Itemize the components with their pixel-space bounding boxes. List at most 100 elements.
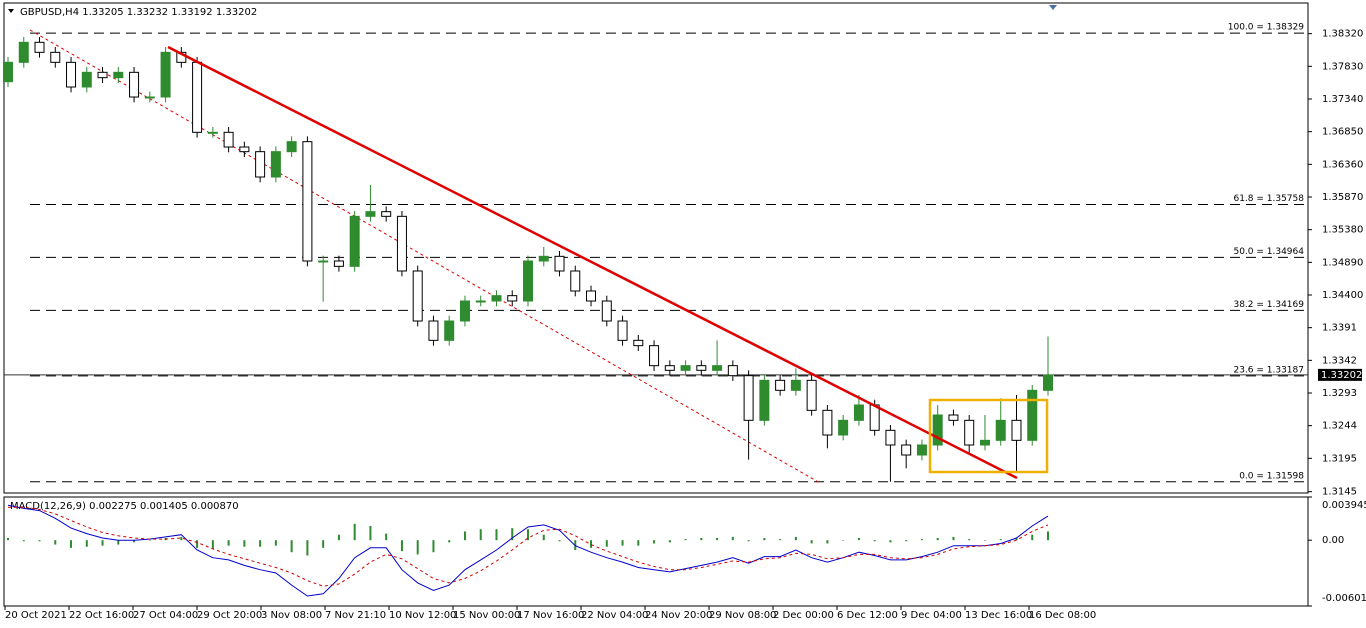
histogram-bar — [731, 536, 734, 541]
signal-line — [8, 506, 1049, 587]
x-tick-label: 13 Dec 16:00 — [965, 610, 1032, 621]
histogram-bar — [227, 540, 230, 546]
candle-body — [601, 300, 612, 322]
candle-body — [838, 419, 849, 436]
candle-body — [286, 141, 297, 153]
candle-body — [412, 270, 423, 322]
current-price-box — [1318, 368, 1362, 381]
shift-marker[interactable] — [1049, 5, 1057, 10]
candle-body — [318, 260, 329, 263]
candle-body — [649, 345, 660, 367]
histogram-bar — [653, 540, 656, 544]
histogram-bar — [684, 539, 687, 541]
histogram-bar — [794, 536, 797, 541]
candle-body — [365, 211, 376, 217]
candle-body — [81, 71, 92, 88]
histogram-bar — [463, 531, 466, 541]
candle-body — [444, 320, 455, 341]
y-tick-label: 1.36360 — [1322, 159, 1363, 170]
y-tick-label: 1.35380 — [1322, 225, 1363, 236]
x-tick-label: 15 Nov 00:00 — [453, 610, 520, 621]
candle-body — [113, 71, 124, 79]
candle-body — [995, 419, 1006, 441]
histogram-bar — [479, 529, 482, 541]
fib-level-label: 38.2 = 1.34169 — [1233, 300, 1304, 310]
fib-level-label: 23.6 = 1.33187 — [1233, 365, 1304, 375]
y-tick-label: 0.00 — [1322, 535, 1344, 546]
y-tick-label: 1.35870 — [1322, 192, 1363, 203]
histogram-bar — [668, 540, 671, 543]
candle-body — [538, 255, 549, 262]
histogram-bar — [747, 540, 750, 542]
histogram-bar — [274, 540, 277, 546]
x-tick-label: 29 Oct 20:00 — [197, 610, 262, 621]
histogram-bar — [101, 540, 104, 546]
current-price-label: 1.33202 — [1321, 370, 1362, 381]
menu-triangle[interactable] — [8, 9, 14, 13]
histogram-bar — [290, 540, 293, 553]
candle-body — [932, 414, 943, 446]
histogram-bar — [322, 540, 325, 548]
x-tick-label: 3 Nov 08:00 — [261, 610, 322, 621]
fib-level-label: 0.0 = 1.31598 — [1239, 471, 1304, 481]
histogram-bar — [590, 540, 593, 548]
histogram-bar — [826, 540, 829, 544]
histogram-bar — [448, 540, 451, 543]
histogram-bar — [637, 540, 640, 546]
candle-body — [475, 300, 486, 303]
candle-body — [223, 131, 234, 148]
y-tick-label: 1.36850 — [1322, 127, 1363, 138]
x-tick-label: 7 Nov 21:10 — [325, 610, 386, 621]
histogram-bar — [936, 537, 939, 541]
channel-line[interactable] — [29, 29, 821, 484]
histogram-bar — [920, 539, 923, 541]
candle-body — [349, 215, 360, 267]
histogram-bar — [133, 540, 136, 543]
candle-body — [491, 295, 502, 302]
histogram-bar — [842, 540, 845, 541]
price-panel-frame — [3, 2, 1309, 494]
candle-body — [192, 61, 203, 133]
histogram-bar — [1031, 534, 1034, 541]
candle-body — [255, 151, 266, 178]
candle-body — [617, 320, 628, 341]
fib-level-label: 50.0 = 1.34964 — [1233, 247, 1304, 257]
candle-body — [396, 215, 407, 272]
candle-body — [869, 404, 880, 431]
candle-body — [3, 61, 13, 83]
candle-body — [633, 339, 644, 347]
y-tick-label: 1.3391 — [1322, 323, 1357, 334]
x-tick-label: 24 Nov 20:00 — [645, 610, 712, 621]
histogram-bar — [810, 540, 813, 544]
histogram-bar — [337, 534, 340, 541]
macd-title: MACD(12,26,9) 0.002275 0.001405 0.000870 — [10, 501, 239, 512]
histogram-bar — [369, 525, 372, 541]
candle-body — [1011, 419, 1022, 441]
candle-body — [822, 409, 833, 436]
y-tick-label: -0.006013 — [1322, 593, 1366, 604]
histogram-bar — [716, 537, 719, 541]
histogram-bar — [527, 529, 529, 541]
highlight-box[interactable] — [928, 398, 1049, 474]
trend-line[interactable] — [167, 45, 1018, 480]
x-tick-label: 17 Nov 16:00 — [517, 610, 584, 621]
candle-body — [901, 444, 912, 456]
y-tick-label: 1.3293 — [1322, 388, 1357, 399]
histogram-bar — [38, 540, 41, 542]
histogram-bar — [306, 540, 309, 556]
candle-body — [806, 379, 817, 411]
histogram-bar — [400, 540, 403, 552]
y-tick-label: 1.37340 — [1322, 94, 1363, 105]
macd-panel-frame — [3, 496, 1309, 607]
x-tick-label: 10 Nov 12:00 — [389, 610, 456, 621]
chart-title: GBPUSD,H4 1.33205 1.33232 1.33192 1.3320… — [20, 7, 257, 18]
histogram-bar — [983, 540, 986, 541]
x-tick-label: 9 Dec 04:00 — [901, 610, 962, 621]
x-tick-label: 22 Nov 04:00 — [581, 610, 648, 621]
x-tick-label: 27 Oct 04:00 — [133, 610, 198, 621]
candle-body — [50, 51, 61, 63]
candle-body — [66, 61, 77, 88]
candle-body — [239, 146, 250, 153]
histogram-bar — [889, 540, 892, 543]
